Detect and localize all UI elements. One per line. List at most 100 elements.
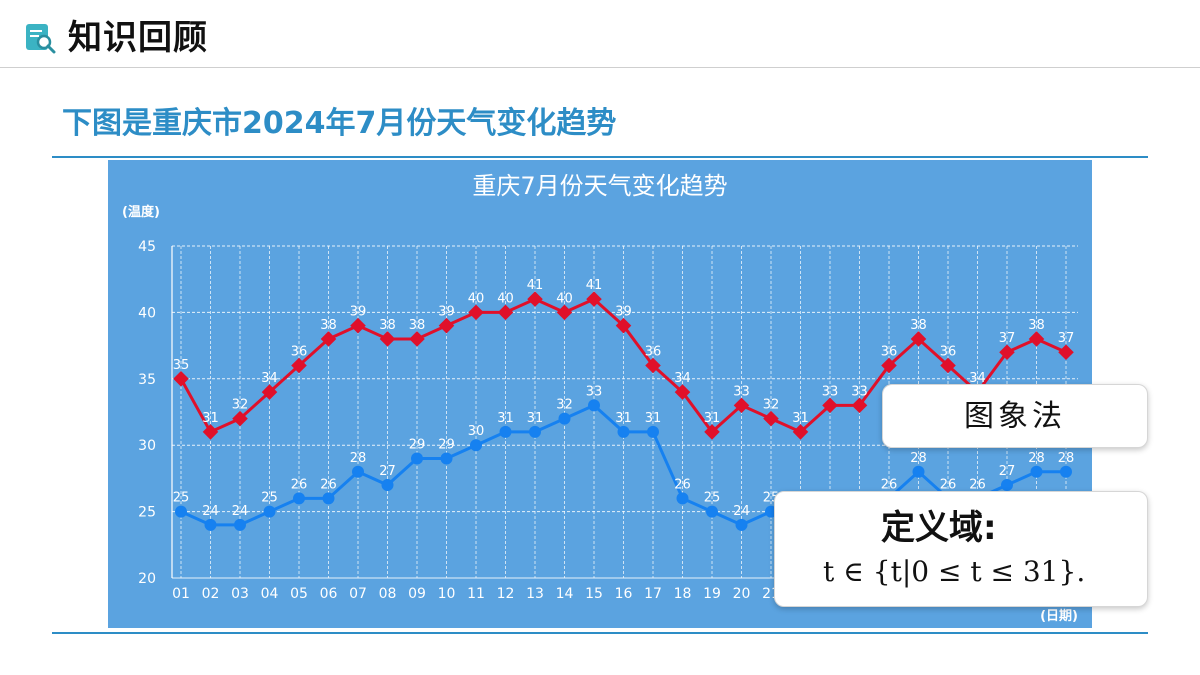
data-point — [440, 452, 453, 465]
data-label: 28 — [910, 451, 927, 466]
data-point — [291, 357, 307, 374]
data-label: 28 — [1028, 451, 1045, 466]
data-point — [588, 399, 600, 412]
data-label: 29 — [438, 437, 455, 452]
x-tick-label: 01 — [172, 586, 190, 602]
data-point — [763, 410, 779, 427]
x-tick-label: 07 — [349, 586, 367, 602]
x-tick-label: 03 — [231, 586, 249, 602]
section-subtitle: 下图是重庆市2024年7月份天气变化趋势 — [62, 106, 617, 141]
data-label: 37 — [1058, 331, 1075, 346]
x-tick-label: 20 — [733, 586, 751, 602]
data-point — [261, 384, 278, 400]
data-point — [558, 412, 571, 425]
y-tick-label: 35 — [138, 372, 156, 388]
data-label: 39 — [615, 305, 632, 320]
x-tick-label: 19 — [703, 586, 721, 602]
data-label: 25 — [261, 491, 278, 506]
y-tick-label: 40 — [138, 305, 156, 321]
x-tick-label: 15 — [585, 586, 603, 602]
data-label: 24 — [733, 504, 750, 519]
data-label: 28 — [350, 451, 367, 466]
slide-header: 知识回顾 — [0, 0, 1200, 68]
data-label: 33 — [851, 384, 868, 399]
data-point — [706, 505, 718, 518]
data-point — [411, 452, 423, 465]
data-label: 35 — [173, 358, 190, 373]
slide-title: 知识回顾 — [68, 18, 208, 58]
data-point — [733, 397, 750, 414]
data-label: 39 — [438, 305, 455, 320]
x-tick-label: 02 — [202, 586, 220, 602]
data-point — [322, 492, 335, 505]
data-label: 31 — [202, 411, 219, 426]
data-point — [735, 518, 748, 531]
document-magnifier-icon — [26, 24, 56, 54]
x-tick-label: 13 — [526, 586, 544, 602]
data-point — [1030, 465, 1043, 478]
data-point — [499, 425, 512, 438]
data-point — [379, 331, 396, 347]
data-label: 31 — [527, 411, 544, 426]
data-label: 27 — [379, 464, 396, 479]
section-rule-top — [52, 156, 1148, 158]
chart-title: 重庆7月份天气变化趋势 — [472, 172, 727, 200]
domain-label: 定义域: — [881, 508, 997, 548]
data-point — [529, 425, 541, 438]
data-label: 31 — [645, 411, 662, 426]
data-label: 29 — [409, 437, 426, 452]
x-tick-label: 10 — [438, 586, 456, 602]
data-point — [1058, 344, 1074, 361]
data-label: 31 — [497, 411, 514, 426]
domain-expression: t ∈ {t|0 ≤ t ≤ 31}. — [823, 555, 1086, 588]
data-label: 38 — [409, 318, 426, 333]
data-point — [1001, 479, 1013, 492]
data-label: 40 — [556, 291, 573, 306]
data-label: 32 — [556, 398, 573, 413]
data-point — [1060, 465, 1072, 478]
data-point — [647, 425, 659, 438]
x-tick-label: 09 — [408, 586, 426, 602]
data-point — [175, 505, 187, 518]
data-label: 33 — [822, 384, 839, 399]
data-point — [910, 331, 927, 347]
x-tick-label: 04 — [261, 586, 279, 602]
data-label: 41 — [586, 278, 603, 293]
x-tick-label: 16 — [615, 586, 633, 602]
data-point — [173, 371, 189, 387]
x-tick-label: 14 — [556, 586, 574, 602]
data-label: 27 — [999, 464, 1016, 479]
y-tick-label: 20 — [138, 571, 156, 587]
data-label: 31 — [704, 411, 721, 426]
x-tick-label: 05 — [290, 586, 308, 602]
data-label: 38 — [379, 318, 396, 333]
data-point — [320, 331, 337, 347]
data-label: 32 — [232, 398, 249, 413]
data-point — [912, 465, 925, 478]
data-label: 38 — [1028, 318, 1045, 333]
data-label: 24 — [232, 504, 249, 519]
data-label: 33 — [586, 384, 603, 399]
data-point — [645, 357, 661, 374]
data-label: 32 — [763, 398, 780, 413]
data-label: 25 — [704, 491, 721, 506]
data-label: 25 — [173, 491, 190, 506]
data-label: 28 — [1058, 451, 1075, 466]
x-tick-label: 12 — [497, 586, 515, 602]
data-label: 40 — [497, 291, 514, 306]
data-point — [881, 357, 897, 374]
data-label: 36 — [291, 345, 308, 360]
x-tick-label: 08 — [379, 586, 397, 602]
data-label: 34 — [261, 371, 278, 386]
header-divider — [0, 67, 1200, 68]
data-label: 24 — [202, 504, 219, 519]
data-point — [409, 331, 425, 347]
domain-card: 定义域: t ∈ {t|0 ≤ t ≤ 31}. — [774, 491, 1148, 607]
x-tick-label: 11 — [467, 586, 485, 602]
data-point — [263, 505, 276, 518]
data-label: 36 — [645, 345, 662, 360]
data-label: 31 — [792, 411, 809, 426]
data-point — [822, 397, 838, 414]
data-label: 40 — [468, 291, 485, 306]
data-point — [470, 439, 482, 452]
